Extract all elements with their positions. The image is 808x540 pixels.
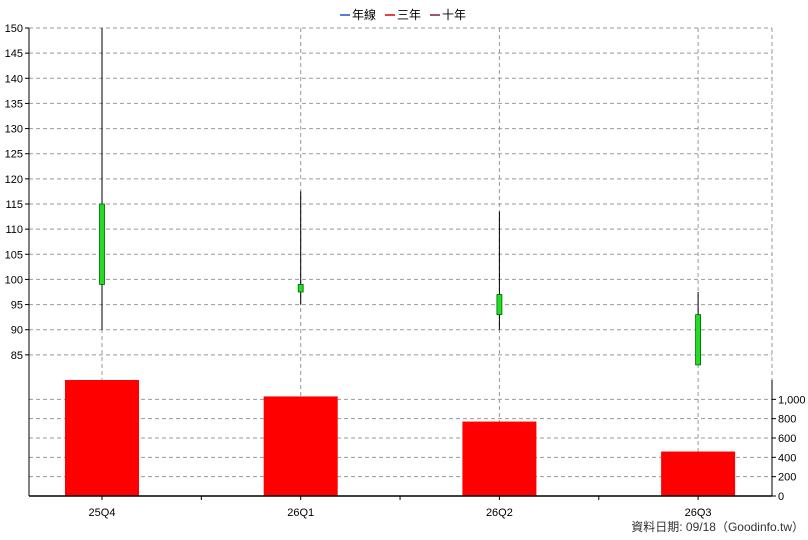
volume-bar — [65, 380, 139, 496]
y-tick-label-price: 140 — [5, 73, 23, 85]
x-tick-label: 25Q4 — [89, 507, 116, 519]
y-tick-label-price: 120 — [5, 174, 23, 186]
footer-source: 資料日期: 09/18（Goodinfo.tw） — [631, 520, 804, 534]
x-tick-label: 26Q1 — [287, 507, 314, 519]
legend-label-three-year: 三年 — [397, 8, 421, 22]
axes: 85 90 95 100 105 110 115 120 125 130 135 140 145 150 0… — [5, 23, 806, 519]
y-tick-label-price: 135 — [5, 98, 23, 110]
x-tick-label: 26Q2 — [486, 507, 513, 519]
y-tick-label-price: 150 — [5, 23, 23, 35]
y-tick-label-price: 90 — [11, 325, 23, 337]
candle-body — [99, 203, 105, 285]
candle-body — [496, 294, 503, 316]
legend-label-annual: 年線 — [352, 7, 376, 22]
y-tick-label-volume: 400 — [778, 452, 796, 464]
y-tick-label-price: 85 — [11, 350, 23, 362]
volume-bar — [263, 396, 338, 496]
legend-label-ten-year: 十年 — [442, 8, 466, 22]
grid — [29, 27, 773, 496]
candle-body — [297, 284, 304, 293]
y-tick-label-price: 110 — [5, 224, 23, 236]
y-tick-label-volume: 800 — [778, 414, 796, 426]
y-tick-label-price: 130 — [5, 124, 23, 136]
candlesticks — [99, 28, 701, 366]
candle-body — [695, 314, 701, 366]
y-tick-label-price: 125 — [5, 149, 23, 161]
x-tick-label: 26Q3 — [685, 507, 712, 519]
y-tick-label-volume: 600 — [778, 433, 796, 445]
volume-bars — [65, 380, 736, 496]
y-tick-label-volume: 200 — [778, 472, 796, 484]
legend: 年線 三年 十年 — [340, 7, 466, 22]
y-tick-label-price: 95 — [11, 300, 23, 312]
y-tick-label-price: 100 — [5, 274, 23, 286]
y-tick-label-price: 115 — [5, 199, 23, 211]
volume-bar — [661, 451, 736, 496]
y-tick-label-volume: 0 — [778, 491, 784, 503]
y-tick-label-price: 105 — [5, 249, 23, 261]
volume-bar — [462, 421, 537, 496]
y-tick-label-price: 145 — [5, 48, 23, 60]
y-tick-label-volume: 1,000 — [778, 394, 806, 406]
